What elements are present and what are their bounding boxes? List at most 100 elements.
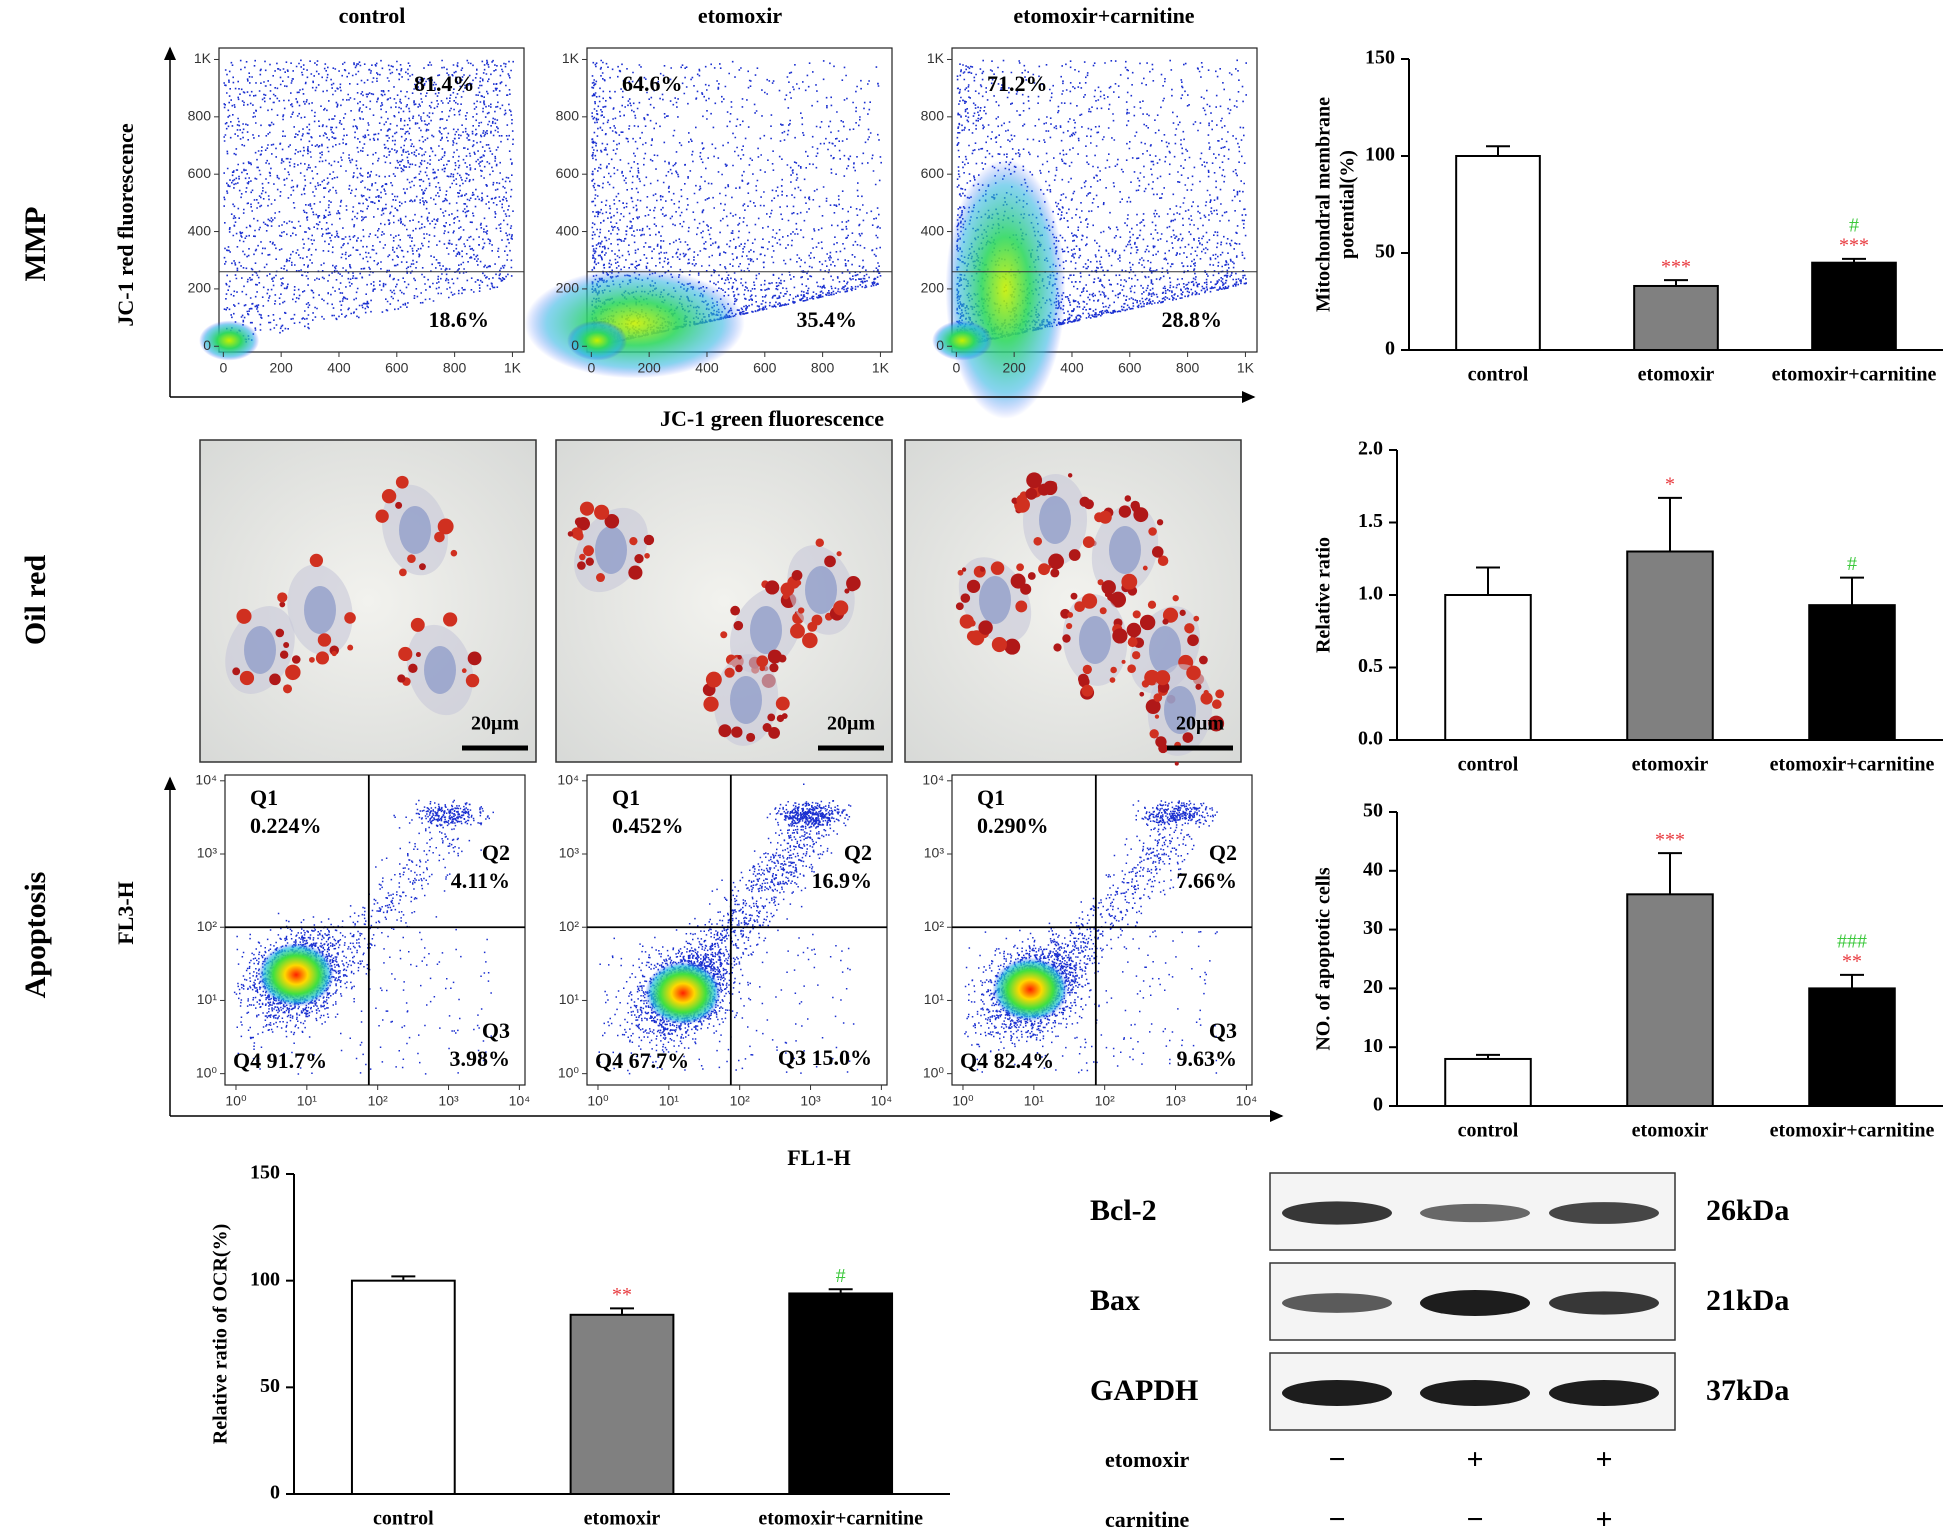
lipid-droplet [1142, 565, 1148, 571]
y-tick-label: 1K [562, 50, 580, 66]
row-label: Oil red [19, 555, 52, 646]
treatment-label: carnitine [1105, 1507, 1190, 1532]
quadrant-label: Q1 [977, 785, 1005, 810]
y-tick-label: 100 [1365, 144, 1395, 166]
upper-percent: 64.6% [622, 71, 683, 96]
protein-band [1420, 1290, 1530, 1316]
quadrant-label: 4.11% [451, 868, 510, 893]
x-tick-label: 1K [872, 360, 890, 376]
significance-mark: # [1847, 553, 1857, 575]
significance-mark: * [1665, 473, 1675, 495]
lipid-droplet [579, 553, 586, 561]
x-tick-label: 10² [368, 1093, 389, 1109]
error-bar [1842, 257, 1866, 263]
lipid-droplet [1127, 637, 1138, 648]
x-tick-label: etomoxir+carnitine [1772, 364, 1937, 386]
lipid-droplet [344, 612, 356, 624]
nucleus [244, 626, 276, 674]
bar [1444, 594, 1532, 741]
y-tick-label: 0.5 [1358, 655, 1383, 677]
y-tick-label: 2.0 [1358, 438, 1383, 460]
y-tick-label: 150 [250, 1162, 280, 1184]
y-tick-label: 10² [924, 918, 945, 934]
lipid-droplet [395, 475, 409, 489]
lipid-droplet [567, 531, 574, 537]
lipid-droplet [746, 732, 756, 742]
nucleus [730, 676, 762, 724]
x-tick-label: 600 [753, 360, 777, 376]
lipid-droplet [1132, 610, 1141, 619]
lipid-droplet [1109, 677, 1116, 683]
lipid-droplet [1110, 666, 1117, 674]
treatment-sign: + [1595, 1503, 1612, 1536]
protein-band [1282, 1201, 1392, 1225]
lipid-droplet [634, 553, 644, 564]
lipid-droplet [275, 628, 285, 638]
y-tick-label: 200 [556, 280, 580, 296]
x-tick-label: 400 [327, 360, 351, 376]
blot-row: Bax 21kDa [1090, 1262, 1789, 1341]
y-tick-label: 10³ [197, 845, 218, 861]
x-tick-label: etomoxir+carnitine [1770, 754, 1935, 776]
lipid-droplet [990, 561, 1005, 575]
protein-band [1282, 1380, 1392, 1406]
lipid-droplet [585, 557, 594, 566]
lipid-droplet [1174, 761, 1179, 766]
y-tick-label: 0 [1373, 1094, 1383, 1116]
quadrant-label: 0.452% [612, 813, 684, 838]
lipid-droplet [1132, 651, 1141, 660]
lipid-droplet [1033, 536, 1043, 546]
treatment-sign: − [1466, 1503, 1483, 1536]
error-bar [1840, 576, 1864, 606]
oil-red-image: 20μm [904, 439, 1242, 766]
lipid-droplet [790, 623, 805, 639]
bar-chart: 0.0 0.5 1.0 1.5 2.0 Relative ratio control etom… [1313, 438, 1943, 776]
lipid-droplet [279, 650, 289, 659]
lipid-droplet [960, 593, 971, 603]
density-hotspot [258, 942, 335, 1007]
lipid-droplet [1130, 500, 1140, 511]
lipid-droplet [331, 650, 337, 657]
lipid-droplet [434, 531, 445, 543]
y-axis-label: FL3-H [113, 881, 138, 945]
lipid-droplet [282, 684, 293, 694]
lipid-droplet [1016, 563, 1024, 572]
lipid-droplet [1010, 573, 1026, 589]
lipid-droplet [1026, 472, 1043, 489]
x-tick-label: 10¹ [297, 1093, 318, 1109]
lipid-droplet [277, 592, 288, 603]
y-tick-label: 10² [197, 918, 218, 934]
bar [1626, 893, 1714, 1107]
x-tick-label: control [1468, 364, 1529, 386]
flow-panel: 64.6% 35.4% 0 200 400 600 800 1K 0 200 400 600 800 1K [524, 47, 893, 379]
lipid-droplet [1062, 634, 1071, 643]
lipid-droplet [381, 488, 397, 504]
bar-chart: 0 50 100 150 Relative ratio of OCR(%) control… [210, 1162, 950, 1530]
lipid-droplet [1156, 519, 1164, 526]
x-tick-label: 0 [219, 360, 227, 376]
lipid-droplet [1199, 655, 1208, 665]
lipid-droplet [269, 673, 281, 686]
y-axis-label: Relative ratio of OCR(%) [210, 1224, 232, 1445]
nucleus [399, 506, 431, 554]
lipid-droplet [961, 567, 967, 572]
lipid-droplet [1121, 659, 1126, 664]
lipid-droplet [583, 545, 594, 557]
x-tick-label: 0 [587, 360, 595, 376]
blot-size: 37kDa [1706, 1374, 1789, 1407]
lipid-droplet [1015, 600, 1028, 613]
cell-dots [223, 59, 514, 346]
lipid-droplet [1068, 549, 1081, 561]
lipid-droplet [1025, 488, 1038, 500]
density-hotspot [932, 320, 993, 361]
flow-panel: 81.4% 18.6% 0 200 400 600 800 1K 0 200 400 600 800 1K [188, 47, 525, 376]
error-bar [610, 1307, 634, 1315]
lipid-droplet [1157, 555, 1169, 567]
y-tick-label: 50 [1375, 241, 1395, 263]
lipid-droplet [844, 588, 850, 594]
treatment-sign: − [1328, 1443, 1345, 1476]
x-tick-label: 10³ [1165, 1093, 1186, 1109]
x-tick-label: etomoxir+carnitine [758, 1508, 923, 1530]
quadrant-label: Q1 [612, 785, 640, 810]
lipid-droplet [1097, 579, 1104, 586]
